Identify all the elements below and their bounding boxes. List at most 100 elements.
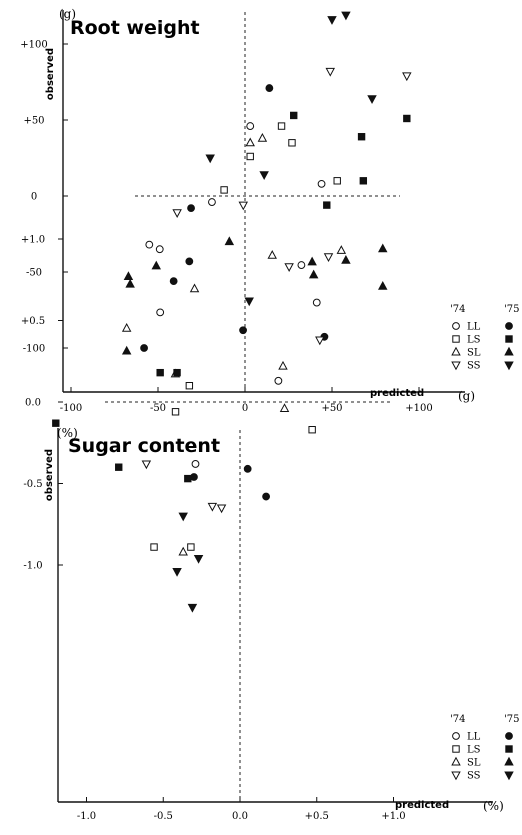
- point-sl-75: [125, 278, 135, 288]
- point-ss-75: [259, 171, 269, 180]
- legend-marker-filled: [505, 732, 513, 740]
- point-ls-75: [403, 114, 411, 123]
- point-ll-75: [262, 492, 270, 501]
- legend-marker-filled: [505, 335, 513, 343]
- x-tick-label: -50: [150, 403, 166, 414]
- sugar-content-x-label: predicted: [395, 800, 449, 811]
- point-ls-75: [115, 463, 123, 471]
- legend-marker-open: [452, 335, 460, 343]
- point-ls-74: [246, 152, 254, 161]
- point-ls-74: [187, 543, 195, 551]
- root-weight-y-unit: (g): [59, 7, 76, 21]
- point-ls-75: [156, 368, 164, 377]
- point-ll-75: [239, 326, 247, 335]
- x-tick-label: -1.0: [77, 811, 96, 822]
- x-tick-label: +0.5: [305, 811, 329, 822]
- point-ls-74: [308, 426, 316, 434]
- point-ss-74: [172, 209, 182, 218]
- legend-year-75: '75: [504, 304, 519, 315]
- point-sl-74: [267, 250, 277, 259]
- point-ss-74: [402, 72, 412, 82]
- root-weight-y-ticks: +100 +50 0 -50 -100: [20, 40, 68, 355]
- legend-marker-filled: [504, 771, 514, 781]
- x-tick-label: -100: [60, 403, 82, 414]
- x-tick-label: +100: [405, 403, 432, 414]
- point-ls-75: [323, 201, 331, 209]
- point-ls-75: [290, 111, 298, 120]
- sugar-content-x-unit: (%): [483, 799, 504, 813]
- y-tick-label: +0.5: [21, 316, 45, 327]
- sugar-content-title: Sugar content: [68, 435, 220, 457]
- root-weight-x-ticks: -100 -50 0 +50 +100: [60, 387, 433, 414]
- point-ss-75: [244, 297, 254, 307]
- root-weight-points: [121, 11, 412, 378]
- point-ss-74: [325, 67, 335, 77]
- point-sl-74: [178, 546, 188, 556]
- point-ls-75: [173, 368, 181, 377]
- point-ss-74: [216, 504, 227, 514]
- point-sl-75: [378, 243, 388, 253]
- point-ll-74: [155, 245, 164, 254]
- x-tick-label: 0: [242, 403, 248, 414]
- point-ls-75: [359, 177, 368, 185]
- point-ll-74: [312, 298, 321, 307]
- sugar-content-points: [52, 243, 388, 613]
- legend-marker-filled: [504, 346, 514, 356]
- point-ll-74: [274, 376, 283, 385]
- point-sl-74: [121, 322, 132, 332]
- point-sl-75: [224, 236, 235, 246]
- legend-marker-filled: [504, 756, 514, 766]
- point-ll-75: [140, 344, 148, 352]
- point-sl-74: [278, 360, 288, 370]
- point-ll-74: [191, 460, 200, 468]
- y-tick-label: +100: [20, 40, 47, 51]
- point-ll-74: [317, 179, 326, 188]
- point-sl-74: [245, 137, 255, 147]
- legend-marker-open: [452, 745, 460, 753]
- sugar-content-y-label: observed: [44, 449, 55, 501]
- root-weight-x-label: predicted: [370, 388, 424, 399]
- sugar-content-x-ticks: -1.0 -0.5 0.0 +0.5 +1.0: [77, 797, 406, 822]
- point-ls-74: [333, 177, 341, 185]
- legend-marker-open: [452, 732, 460, 740]
- point-sl-75: [121, 345, 132, 355]
- point-ss-75: [178, 512, 188, 522]
- point-sl-74: [257, 132, 268, 142]
- point-ss-74: [284, 263, 294, 272]
- legend-marker-filled: [505, 745, 513, 753]
- root-weight-axes: [62, 10, 465, 393]
- x-tick-label: 0.0: [232, 811, 248, 822]
- legend-marker-open: [451, 361, 461, 371]
- point-ll-75: [187, 204, 195, 213]
- legend-label: SL: [467, 348, 481, 359]
- point-ll-74: [145, 240, 154, 249]
- point-ll-75: [243, 464, 252, 473]
- y-tick-label: -1.0: [23, 561, 42, 572]
- legend-label: LS: [467, 335, 481, 346]
- legend-year-74: '74: [450, 304, 465, 315]
- point-ls-74: [150, 543, 158, 551]
- point-ls-74: [277, 122, 286, 130]
- point-ll-74: [297, 261, 306, 269]
- sugar-content-y-unit: (%): [57, 426, 78, 440]
- legend-marker-open: [452, 322, 460, 330]
- y-tick-label: +50: [23, 116, 44, 127]
- sugar-content-y-ticks: +1.0 +0.5 0.0 -0.5 -1.0: [21, 235, 63, 572]
- point-ss-75: [367, 95, 377, 104]
- point-sl-75: [341, 254, 351, 264]
- legend-label: LL: [467, 732, 481, 743]
- point-sl-75: [378, 281, 388, 290]
- point-sl-74: [279, 403, 290, 413]
- legend-label: SS: [467, 361, 481, 372]
- point-ss-75: [172, 568, 182, 577]
- point-ss-75: [341, 11, 351, 21]
- legend-label: LS: [467, 745, 481, 756]
- point-ls-74: [288, 139, 296, 147]
- point-sl-75: [307, 256, 317, 266]
- point-ss-74: [207, 502, 218, 512]
- point-ll-75: [190, 473, 198, 481]
- point-sl-75: [123, 271, 134, 281]
- point-ss-74: [323, 253, 334, 263]
- root-weight-y-label: observed: [45, 48, 56, 100]
